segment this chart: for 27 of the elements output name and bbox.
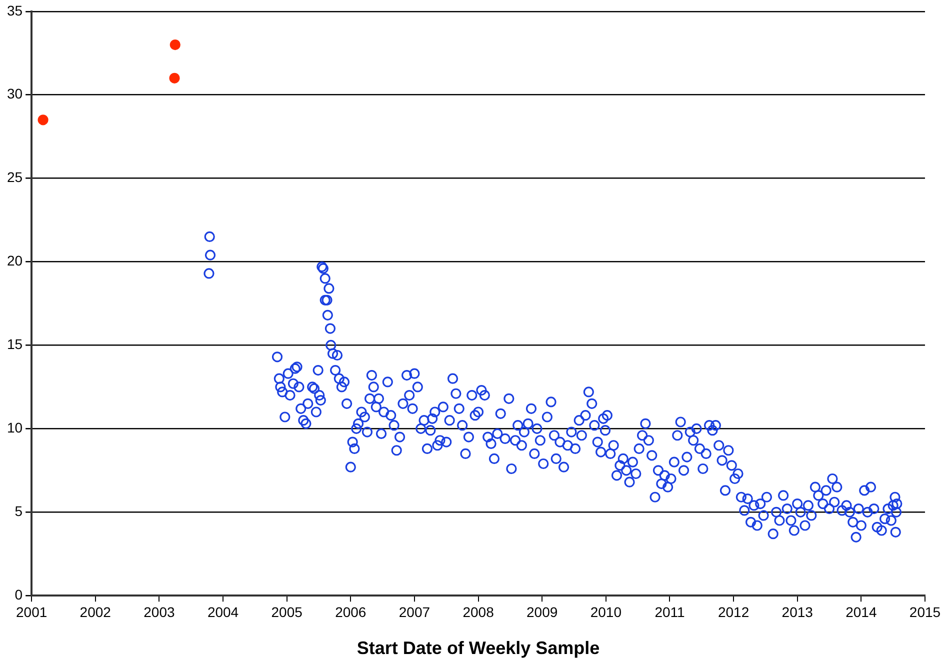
y-tick-label: 35 xyxy=(6,2,23,18)
y-tick-label: 30 xyxy=(6,86,23,102)
x-tick-label: 2012 xyxy=(718,604,750,620)
x-tick-label: 2005 xyxy=(271,604,303,620)
x-tick-label: 2003 xyxy=(144,604,175,620)
x-tick-label: 2010 xyxy=(590,604,622,620)
x-tick-label: 2002 xyxy=(80,604,112,620)
x-tick-label: 2007 xyxy=(398,604,430,620)
x-tick-label: 2004 xyxy=(207,604,239,620)
x-tick-label: 2015 xyxy=(909,604,941,620)
x-tick-label: 2001 xyxy=(16,604,48,620)
point xyxy=(38,114,48,126)
point xyxy=(169,72,180,84)
y-tick-label: 20 xyxy=(6,252,23,269)
y-tick-label: 15 xyxy=(6,336,23,352)
y-tick-label: 10 xyxy=(6,420,23,436)
point xyxy=(170,39,180,50)
x-tick-label: 2009 xyxy=(526,604,558,620)
x-axis-title: Start Date of Weekly Sample xyxy=(356,638,600,658)
x-tick-label: 2014 xyxy=(846,604,877,620)
x-tick-label: 2011 xyxy=(654,604,685,620)
x-tick-label: 2006 xyxy=(335,604,366,620)
y-tick-label: 0 xyxy=(14,586,23,602)
y-tick-label: 5 xyxy=(14,503,23,519)
x-tick-label: 2013 xyxy=(782,604,814,620)
x-tick-label: 2008 xyxy=(462,604,494,620)
y-tick-label: 25 xyxy=(6,169,23,186)
